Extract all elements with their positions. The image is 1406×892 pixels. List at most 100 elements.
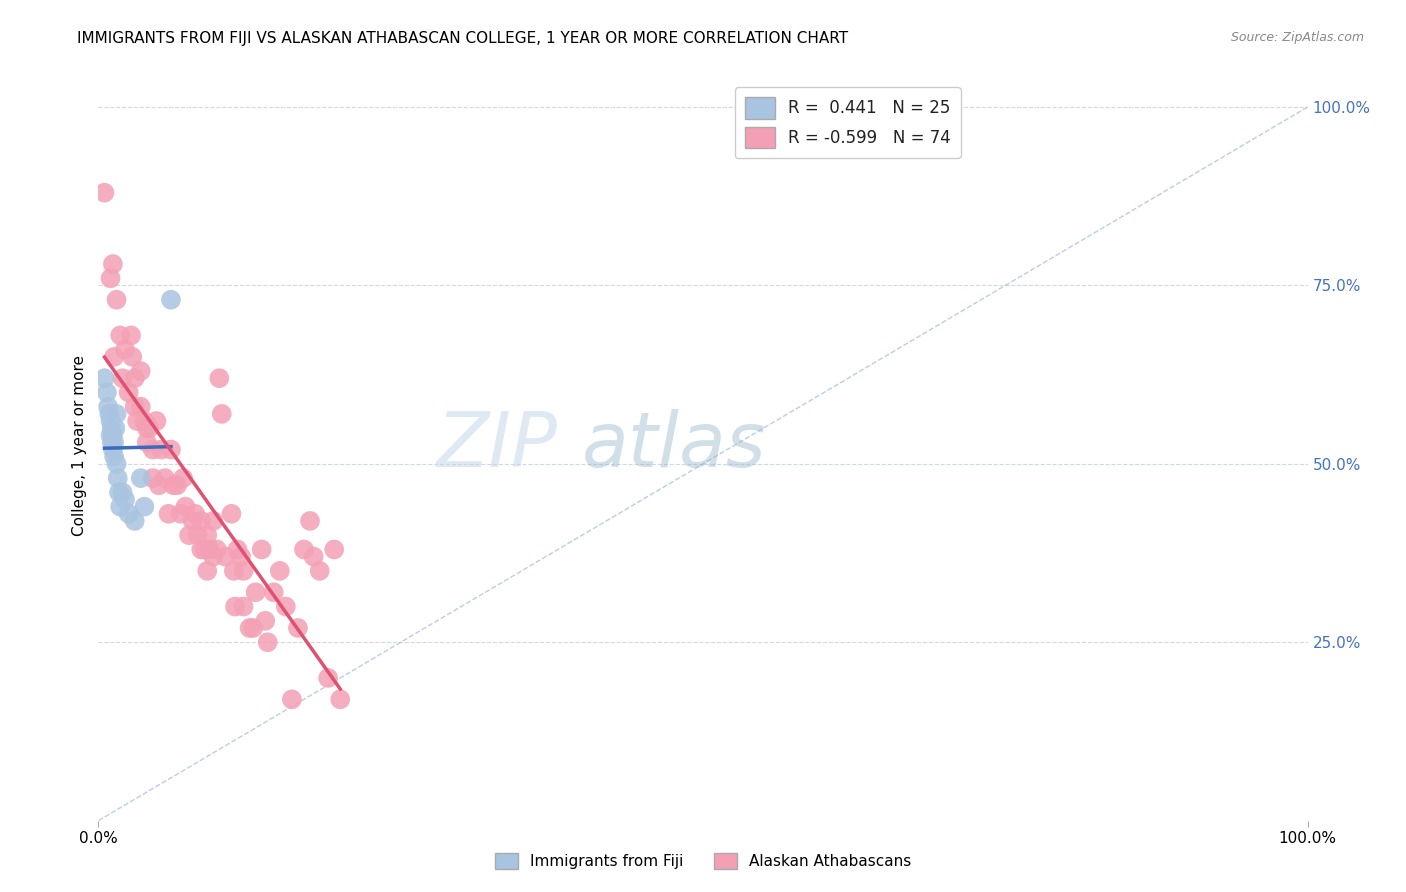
Text: IMMIGRANTS FROM FIJI VS ALASKAN ATHABASCAN COLLEGE, 1 YEAR OR MORE CORRELATION C: IMMIGRANTS FROM FIJI VS ALASKAN ATHABASC… [77, 31, 848, 46]
Point [107, 471, 129, 485]
Point [124, 400, 146, 414]
Point [202, 549, 225, 564]
Point [127, 414, 149, 428]
Point [205, 542, 228, 557]
Point [242, 621, 264, 635]
Point [108, 500, 131, 514]
Point [229, 549, 252, 564]
Point [190, 514, 212, 528]
Point [208, 371, 231, 385]
Point [145, 414, 167, 428]
Point [135, 421, 157, 435]
Point [181, 514, 204, 528]
Point [195, 564, 218, 578]
Point [105, 293, 128, 307]
Point [148, 478, 170, 492]
Point [103, 450, 125, 464]
Legend: R =  0.441   N = 25, R = -0.599   N = 74: R = 0.441 N = 25, R = -0.599 N = 74 [734, 87, 960, 159]
Point [105, 407, 128, 421]
Point [111, 485, 134, 500]
Point [96, 385, 118, 400]
Point [292, 542, 315, 557]
Point [187, 528, 209, 542]
Point [198, 542, 221, 557]
Point [299, 514, 322, 528]
Point [93, 371, 115, 385]
Point [254, 614, 277, 628]
Point [172, 471, 194, 485]
Point [101, 442, 124, 457]
Point [179, 528, 201, 542]
Point [118, 385, 141, 400]
Point [226, 542, 249, 557]
Point [160, 293, 183, 307]
Point [114, 492, 136, 507]
Point [129, 400, 152, 414]
Point [111, 371, 134, 385]
Point [100, 414, 122, 428]
Y-axis label: College, 1 year or more: College, 1 year or more [72, 356, 87, 536]
Point [316, 671, 339, 685]
Point [129, 364, 152, 378]
Point [124, 514, 146, 528]
Point [211, 407, 233, 421]
Point [153, 471, 176, 485]
Point [100, 271, 122, 285]
Point [281, 692, 304, 706]
Point [118, 507, 141, 521]
Point [114, 343, 136, 357]
Point [308, 564, 330, 578]
Point [93, 186, 115, 200]
Point [214, 549, 236, 564]
Point [239, 621, 262, 635]
Point [250, 542, 273, 557]
Point [108, 328, 131, 343]
Point [256, 635, 278, 649]
Point [263, 585, 285, 599]
Point [100, 421, 122, 435]
Point [101, 428, 124, 442]
Text: Source: ZipAtlas.com: Source: ZipAtlas.com [1230, 31, 1364, 45]
Point [105, 457, 128, 471]
Point [98, 407, 121, 421]
Point [134, 414, 156, 428]
Legend: Immigrants from Fiji, Alaskan Athabascans: Immigrants from Fiji, Alaskan Athabascan… [489, 847, 917, 875]
Point [101, 257, 124, 271]
Point [134, 500, 156, 514]
Point [142, 471, 165, 485]
Point [120, 328, 142, 343]
Point [169, 507, 191, 521]
Point [157, 507, 180, 521]
Point [184, 507, 207, 521]
Point [124, 371, 146, 385]
Point [108, 485, 131, 500]
Point [104, 421, 127, 435]
Point [221, 507, 243, 521]
Point [103, 350, 125, 364]
Point [287, 621, 309, 635]
Point [150, 442, 173, 457]
Point [224, 599, 246, 614]
Point [232, 599, 254, 614]
Text: ZIP: ZIP [437, 409, 558, 483]
Point [138, 421, 160, 435]
Point [162, 478, 184, 492]
Point [195, 528, 218, 542]
Point [135, 435, 157, 450]
Point [100, 428, 122, 442]
Point [142, 442, 165, 457]
Point [121, 350, 143, 364]
Point [323, 542, 346, 557]
Point [129, 471, 152, 485]
Point [160, 442, 183, 457]
Point [269, 564, 291, 578]
Point [274, 599, 297, 614]
Point [194, 542, 217, 557]
Point [174, 500, 197, 514]
Point [329, 692, 352, 706]
Point [190, 542, 212, 557]
Text: atlas: atlas [582, 409, 766, 483]
Point [232, 564, 254, 578]
Point [100, 435, 122, 450]
Point [103, 435, 125, 450]
